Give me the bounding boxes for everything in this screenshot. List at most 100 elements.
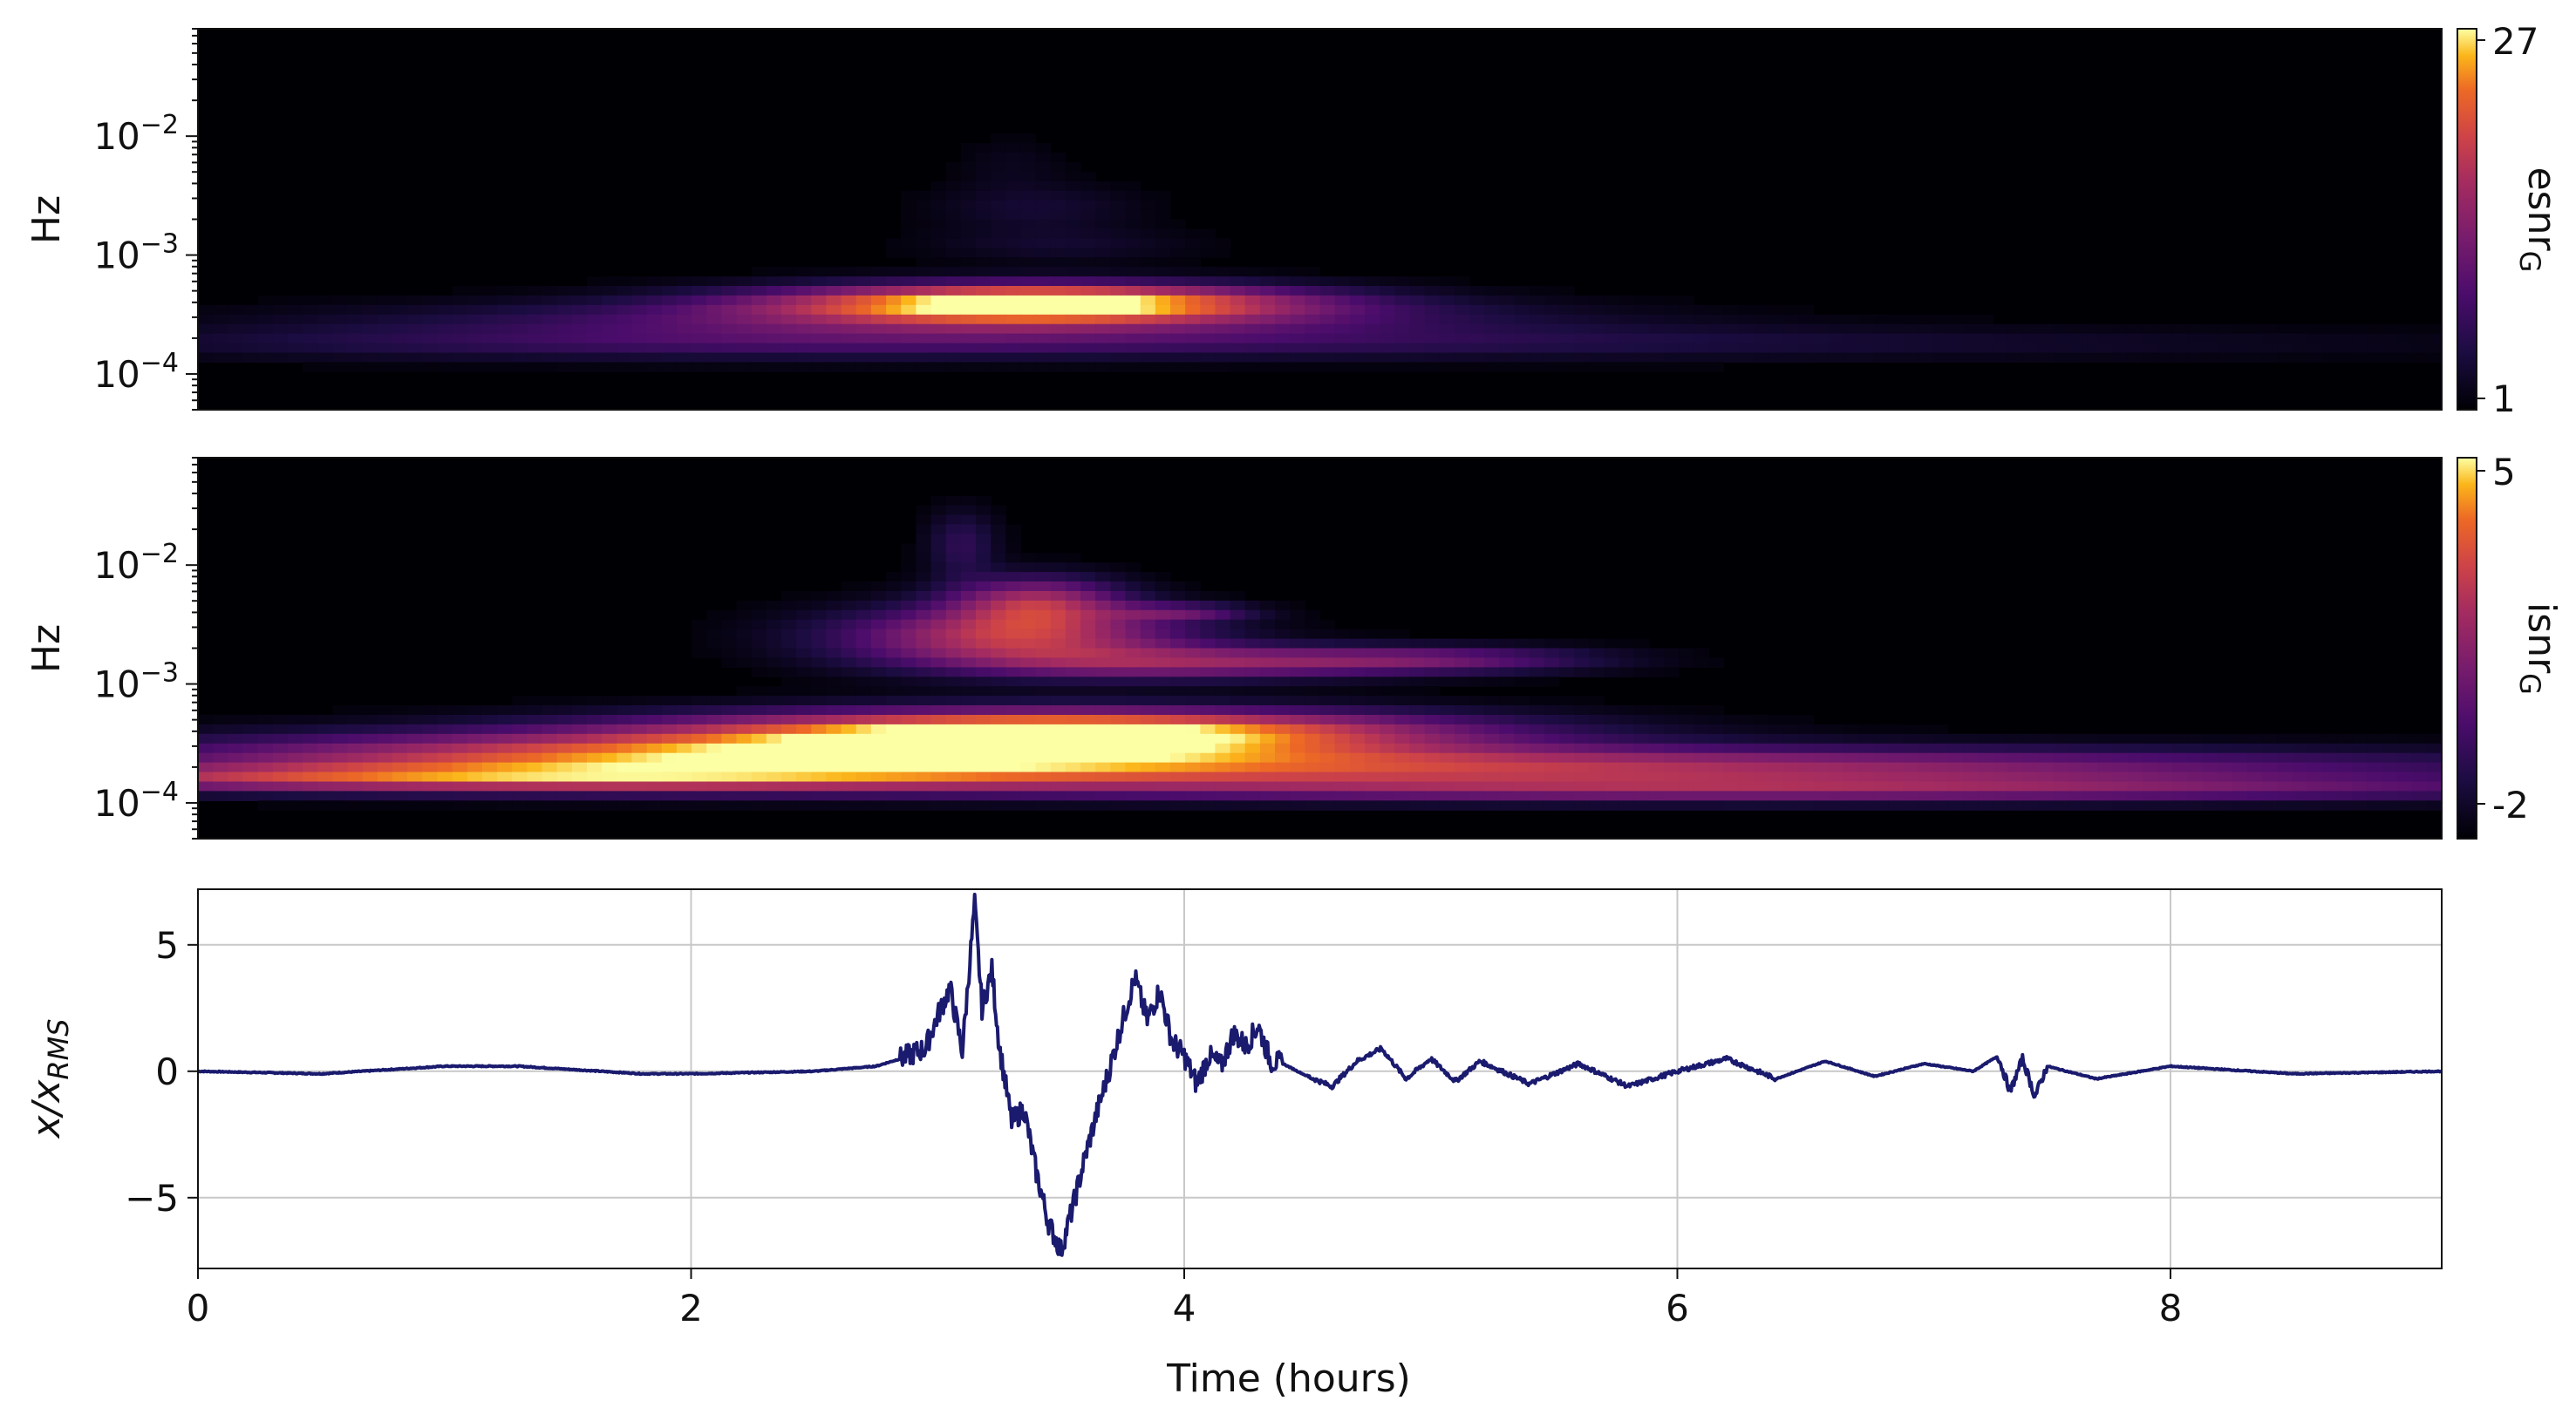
- heatmap-cell: [1185, 686, 1201, 697]
- heatmap-cell: [1020, 295, 1037, 306]
- heatmap-cell: [1424, 657, 1441, 668]
- heatmap-cell: [1783, 752, 1800, 764]
- heatmap-cell: [467, 295, 483, 306]
- heatmap-cell: [2172, 781, 2188, 792]
- heatmap-cell: [1574, 304, 1590, 316]
- heatmap-cell: [1484, 343, 1500, 353]
- heatmap-cell: [1544, 362, 1560, 372]
- heatmap-cell: [1230, 276, 1246, 287]
- heatmap-cell: [317, 343, 333, 353]
- heatmap-cell: [1454, 752, 1470, 764]
- heatmap-cell: [796, 791, 812, 801]
- heatmap-cell: [870, 629, 887, 640]
- heatmap-cell: [870, 591, 887, 602]
- heatmap-cell: [1544, 333, 1560, 344]
- heatmap-cell: [2247, 772, 2263, 782]
- heatmap-cell: [242, 724, 259, 735]
- heatmap-cell: [991, 800, 1006, 811]
- heatmap-cell: [1858, 791, 1874, 801]
- heatmap-cell: [855, 629, 872, 640]
- heatmap-cell: [960, 581, 977, 592]
- heatmap-cell: [870, 323, 887, 335]
- heatmap-cell: [1589, 781, 1605, 792]
- heatmap-cell: [1230, 724, 1246, 735]
- heatmap-cell: [1798, 323, 1815, 335]
- heatmap-cell: [497, 323, 513, 335]
- heatmap-cell: [467, 343, 483, 353]
- heatmap-cell: [1693, 343, 1710, 353]
- heatmap-cell: [1349, 743, 1366, 754]
- heatmap-cell: [721, 276, 738, 287]
- heatmap-cell: [1768, 743, 1784, 754]
- heatmap-cell: [1155, 209, 1171, 221]
- heatmap-cell: [1020, 190, 1037, 201]
- heatmap-cell: [377, 304, 393, 316]
- heatmap-cell: [1065, 781, 1081, 792]
- heatmap-cell: [1633, 343, 1650, 353]
- heatmap-cell: [2157, 352, 2173, 363]
- heatmap-cell: [2247, 733, 2263, 745]
- heatmap-cell: [676, 762, 692, 773]
- heatmap-cell: [2157, 772, 2173, 782]
- heatmap-cell: [916, 781, 932, 792]
- heatmap-cell: [1050, 629, 1067, 640]
- heatmap-cell: [317, 323, 333, 335]
- heatmap-cell: [960, 190, 977, 201]
- heatmap-cell: [1185, 762, 1201, 773]
- heatmap-cell: [1873, 781, 1889, 792]
- heatmap-cell: [602, 323, 617, 335]
- heatmap-cell: [1095, 724, 1111, 735]
- heatmap-cell: [1080, 581, 1096, 592]
- heatmap-cell: [1095, 228, 1111, 239]
- heatmap-cell: [1215, 752, 1231, 764]
- heatmap-cell: [1514, 715, 1530, 725]
- heatmap-cell: [481, 343, 498, 353]
- heatmap-cell: [1065, 762, 1081, 773]
- heatmap-cell: [1110, 581, 1127, 592]
- heatmap-cell: [870, 791, 887, 801]
- heatmap-cell: [1005, 591, 1022, 602]
- heatmap-cell: [1664, 343, 1680, 353]
- heatmap-cell: [646, 696, 663, 706]
- heatmap-cell: [1050, 248, 1067, 258]
- heatmap-cell: [1200, 286, 1216, 296]
- heatmap-cell: [1155, 667, 1171, 677]
- heatmap-cell: [1633, 772, 1650, 782]
- heatmap-cell: [1439, 657, 1455, 668]
- heatmap-cell: [1110, 696, 1127, 706]
- heatmap-cell: [736, 609, 753, 621]
- heatmap-cell: [706, 791, 722, 801]
- heatmap-cell: [1290, 629, 1305, 640]
- heatmap-cell: [692, 286, 707, 296]
- heatmap-cell: [855, 724, 872, 735]
- heatmap-cell: [1693, 733, 1710, 745]
- heatmap-cell: [2352, 333, 2368, 344]
- heatmap-cell: [1738, 352, 1755, 363]
- heatmap-cell: [1559, 667, 1575, 677]
- heatmap-cell: [2157, 323, 2173, 335]
- heatmap-cell: [362, 323, 378, 335]
- heatmap-cell: [272, 295, 289, 306]
- heatmap-cell: [1230, 619, 1246, 630]
- heatmap-cell: [1080, 286, 1096, 296]
- heatmap-cell: [1484, 791, 1500, 801]
- heatmap-cell: [811, 352, 828, 363]
- heatmap-cell: [2336, 752, 2353, 764]
- heatmap-cell: [976, 304, 992, 316]
- heatmap-cell: [1693, 762, 1710, 773]
- heatmap-cell: [2202, 733, 2218, 745]
- heatmap-cell: [527, 715, 543, 725]
- heatmap-cell: [1155, 724, 1171, 735]
- heatmap-cell: [1095, 562, 1111, 573]
- heatmap-cell: [1589, 314, 1605, 325]
- heatmap-cell: [1424, 333, 1441, 344]
- heatmap-cell: [1095, 657, 1111, 668]
- heatmap-cell: [1185, 696, 1201, 706]
- heatmap-cell: [1230, 648, 1246, 658]
- heatmap-cell: [1648, 667, 1665, 677]
- heatmap-cell: [1469, 781, 1485, 792]
- heatmap-cell: [287, 323, 303, 335]
- heatmap-cell: [1290, 800, 1305, 811]
- heatmap-cell: [631, 295, 648, 306]
- heatmap-cell: [1424, 686, 1441, 697]
